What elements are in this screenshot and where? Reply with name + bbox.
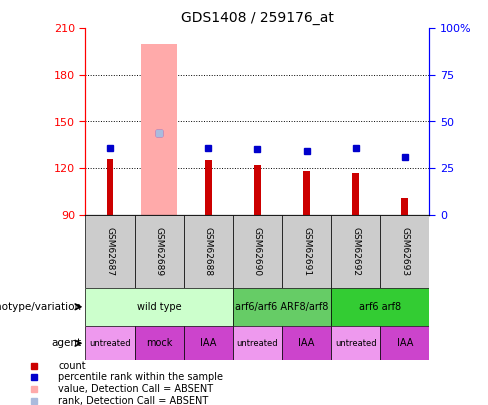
Bar (205, 160, 212, 215)
Bar (303, 171, 310, 215)
Text: IAA: IAA (397, 338, 413, 348)
Text: untreated: untreated (237, 339, 278, 348)
Title: GDS1408 / 259176_at: GDS1408 / 259176_at (181, 11, 334, 25)
Text: wild type: wild type (137, 302, 182, 312)
Bar (352, 173, 359, 215)
Text: GSM62689: GSM62689 (155, 226, 163, 276)
Text: percentile rank within the sample: percentile rank within the sample (58, 372, 223, 382)
Bar (331, 288, 429, 326)
Bar (380, 326, 429, 360)
Text: IAA: IAA (298, 338, 315, 348)
Text: count: count (58, 361, 86, 371)
Text: mock: mock (146, 338, 172, 348)
Text: arf6/arf6 ARF8/arf8: arf6/arf6 ARF8/arf8 (235, 302, 329, 312)
Bar (85, 288, 233, 326)
Text: GSM62692: GSM62692 (351, 227, 360, 275)
Bar (142, 44, 177, 215)
Text: GSM62690: GSM62690 (253, 226, 262, 276)
Text: IAA: IAA (200, 338, 217, 348)
Text: GSM62687: GSM62687 (105, 226, 115, 276)
Bar (331, 326, 380, 360)
Bar (85, 326, 135, 360)
Text: rank, Detection Call = ABSENT: rank, Detection Call = ABSENT (58, 396, 208, 405)
Text: agent: agent (52, 338, 82, 348)
Bar (282, 215, 331, 288)
Bar (183, 326, 233, 360)
Bar (135, 215, 183, 288)
Text: value, Detection Call = ABSENT: value, Detection Call = ABSENT (58, 384, 213, 394)
Text: GSM62693: GSM62693 (400, 226, 409, 276)
Bar (402, 198, 408, 215)
Text: genotype/variation: genotype/variation (0, 302, 82, 312)
Bar (331, 215, 380, 288)
Bar (183, 215, 233, 288)
Bar (233, 326, 282, 360)
Text: GSM62691: GSM62691 (302, 226, 311, 276)
Text: untreated: untreated (335, 339, 377, 348)
Text: untreated: untreated (89, 339, 131, 348)
Bar (254, 165, 261, 215)
Bar (233, 288, 331, 326)
Bar (106, 159, 113, 215)
Bar (135, 326, 183, 360)
Bar (380, 215, 429, 288)
Bar (85, 215, 135, 288)
Text: GSM62688: GSM62688 (204, 226, 213, 276)
Bar (233, 215, 282, 288)
Text: arf6 arf8: arf6 arf8 (359, 302, 401, 312)
Bar (282, 326, 331, 360)
